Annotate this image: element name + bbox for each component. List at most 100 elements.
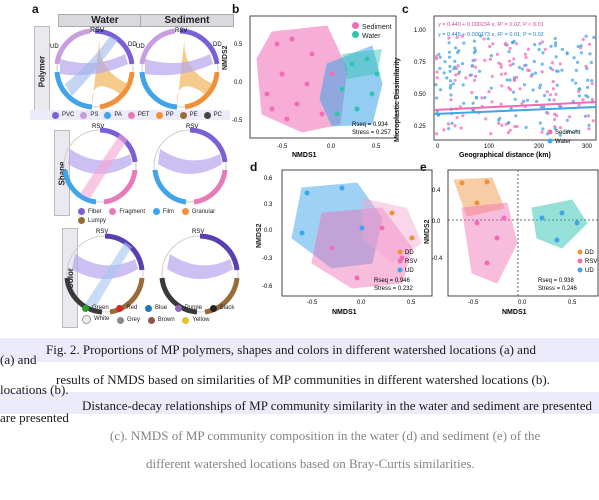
scatter-point bbox=[590, 97, 594, 102]
b-ytick-0: 0.5 bbox=[234, 42, 243, 48]
scatter-point bbox=[458, 105, 462, 109]
c-ytick-0: 1.00 bbox=[414, 28, 426, 34]
scatter-point bbox=[546, 111, 550, 115]
scatter-point bbox=[434, 83, 438, 87]
panel-c-plot: 1.00 0.75 0.50 0.25 0 100 200 300 Geogra… bbox=[414, 15, 597, 159]
scatter-point bbox=[448, 79, 453, 83]
scatter-point bbox=[442, 71, 446, 75]
scatter-point bbox=[484, 117, 488, 121]
scatter-point bbox=[499, 102, 503, 106]
scatter-point bbox=[538, 86, 542, 90]
scatter-point bbox=[483, 96, 487, 100]
scatter-point bbox=[587, 123, 591, 127]
b-ytick-1: 0.0 bbox=[234, 80, 243, 86]
scatter-point bbox=[499, 65, 503, 69]
caption-side-2: locations (b). bbox=[0, 382, 69, 397]
scatter-point bbox=[530, 72, 534, 76]
scatter-point bbox=[460, 62, 465, 66]
scatter-point bbox=[579, 46, 583, 50]
d-ytick-0: 0.6 bbox=[264, 176, 273, 182]
scatter-point bbox=[513, 125, 517, 129]
d-ytick-3: -0.3 bbox=[262, 256, 273, 262]
scatter-point bbox=[455, 116, 459, 120]
scatter-point bbox=[540, 62, 544, 66]
panel-c-label: c bbox=[402, 2, 409, 16]
e-legend-ud: UD bbox=[585, 268, 594, 274]
b-ytick-2: -0.5 bbox=[232, 118, 243, 124]
scatter-point bbox=[547, 98, 551, 102]
c-ytick-2: 0.50 bbox=[414, 92, 426, 98]
scatter-point bbox=[437, 52, 441, 56]
panel-e-label: e bbox=[420, 160, 427, 174]
scatter-point bbox=[480, 96, 484, 100]
scatter-point bbox=[584, 34, 588, 38]
scatter-point bbox=[434, 57, 439, 61]
scatter-point bbox=[565, 52, 569, 56]
scatter-point bbox=[461, 114, 465, 118]
scatter-point bbox=[483, 58, 487, 62]
scatter-point bbox=[453, 46, 458, 50]
scatter-point bbox=[451, 82, 455, 86]
scatter-point bbox=[511, 62, 515, 66]
scatter-point bbox=[473, 49, 478, 53]
scatter-point bbox=[453, 124, 457, 128]
scatter-point bbox=[552, 98, 556, 102]
d-ytick-2: 0.0 bbox=[264, 228, 273, 234]
c-legend-water: Water bbox=[555, 139, 571, 145]
scatter-point bbox=[538, 83, 542, 87]
scatter-point bbox=[490, 100, 494, 104]
scatter-point bbox=[552, 117, 557, 122]
d-ylabel: NMDS2 bbox=[256, 223, 263, 248]
scatter-point bbox=[507, 121, 511, 125]
polymer-legend: PVC PS PA PET PP PE PC bbox=[30, 110, 230, 120]
caption-line-4: (c). NMDS of MP community composition in… bbox=[110, 428, 541, 443]
scatter-point bbox=[470, 64, 474, 68]
scatter-point bbox=[471, 59, 475, 63]
c-xtick-2: 200 bbox=[534, 144, 545, 150]
scatter-point bbox=[513, 97, 517, 101]
scatter-point bbox=[586, 85, 590, 89]
b-stress: Stress = 0.257 bbox=[352, 130, 392, 136]
caption-side-3: are presented bbox=[0, 410, 69, 425]
scatter-point bbox=[558, 62, 562, 66]
scatter-point bbox=[504, 122, 508, 126]
scatter-point bbox=[524, 55, 528, 60]
scatter-point bbox=[555, 69, 559, 73]
scatter-point bbox=[464, 76, 468, 80]
sector-rsv-3: RSV bbox=[92, 124, 104, 130]
scatter-point bbox=[473, 65, 477, 69]
scatter-point bbox=[449, 93, 453, 97]
b-xtick-1: 0.0 bbox=[327, 144, 336, 150]
scatter-point bbox=[541, 51, 545, 55]
scatter-point bbox=[587, 114, 591, 118]
scatter-point bbox=[553, 44, 558, 48]
c-ytick-3: 0.25 bbox=[414, 124, 426, 130]
scatter-point bbox=[590, 82, 594, 86]
caption-line-2: results of NMDS based on similarities of… bbox=[56, 372, 550, 387]
d-xtick-1: 0.0 bbox=[357, 300, 366, 306]
scatter-point bbox=[520, 67, 524, 71]
scatter-point bbox=[576, 60, 580, 64]
c-xlabel: Geographical distance (km) bbox=[459, 152, 551, 159]
caption-line-5: different watershed locations based on B… bbox=[146, 456, 475, 471]
caption-band-1 bbox=[0, 338, 599, 362]
scatter-point bbox=[540, 130, 544, 134]
scatter-point bbox=[550, 61, 555, 65]
scatter-point bbox=[565, 118, 569, 122]
scatter-point bbox=[504, 41, 508, 46]
scatter-point bbox=[470, 91, 474, 95]
scatter-point bbox=[567, 129, 571, 133]
scatter-point bbox=[574, 68, 578, 72]
scatter-point bbox=[548, 93, 552, 97]
scatter-point bbox=[472, 78, 477, 82]
scatter-point bbox=[545, 90, 549, 94]
sector-ud-2: UD bbox=[136, 44, 145, 50]
scatter-point bbox=[551, 80, 555, 84]
scatter-point bbox=[448, 69, 452, 73]
scatter-point bbox=[540, 70, 544, 74]
scatter-point bbox=[486, 37, 490, 41]
scatter-point bbox=[579, 51, 584, 55]
scatter-point bbox=[479, 34, 483, 38]
scatter-point bbox=[457, 70, 462, 74]
e-rseq: Rseq = 0.938 bbox=[538, 278, 575, 284]
